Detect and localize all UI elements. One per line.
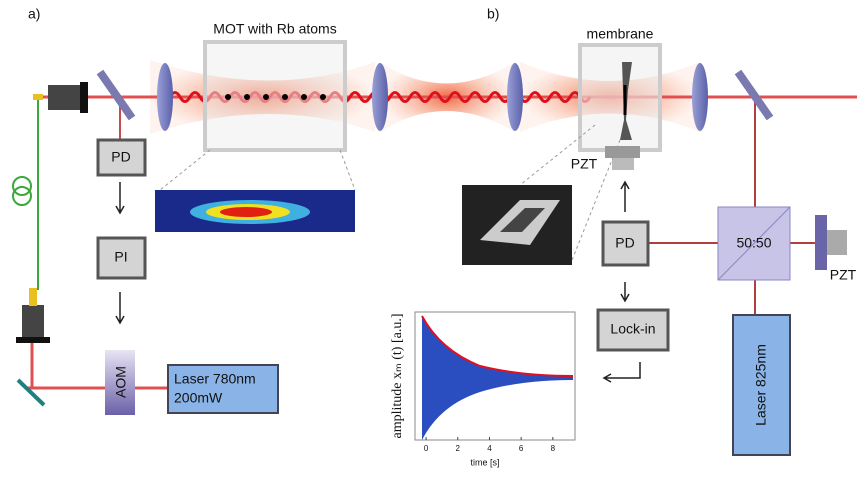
label: Lock-in (610, 321, 655, 337)
label: Laser 780nm (174, 371, 256, 387)
label: 200mW (174, 390, 223, 406)
label: PI (114, 249, 127, 265)
optics (16, 40, 847, 407)
label: AOM (113, 366, 129, 398)
x-tick-label: 0 (424, 444, 429, 453)
label: PD (615, 235, 634, 251)
y-axis-label: amplitude xₘ (t) [a.u.] (390, 314, 405, 439)
label: 50:50 (736, 235, 771, 251)
label: PD (111, 149, 130, 165)
label: MOT with Rb atoms (213, 21, 336, 37)
boxes (96, 138, 791, 456)
x-tick-label: 2 (456, 444, 461, 453)
x-tick-label: 4 (487, 444, 492, 453)
label: membrane (587, 26, 654, 42)
x-tick-label: 8 (551, 444, 556, 453)
label: PZT (830, 267, 857, 283)
texts: a) b) MOT with Rb atoms membrane PD PI A… (28, 6, 857, 426)
label: Laser 825nm (753, 344, 769, 426)
x-axis-label: time [s] (470, 457, 499, 467)
panel-label: b) (487, 6, 499, 22)
panel-label: a) (28, 6, 40, 22)
label: PZT (571, 156, 598, 172)
inset-plot: time [s] amplitude xₘ (t) [a.u.] 0 2 4 6 8 (390, 311, 576, 467)
x-tick-label: 6 (519, 444, 524, 453)
